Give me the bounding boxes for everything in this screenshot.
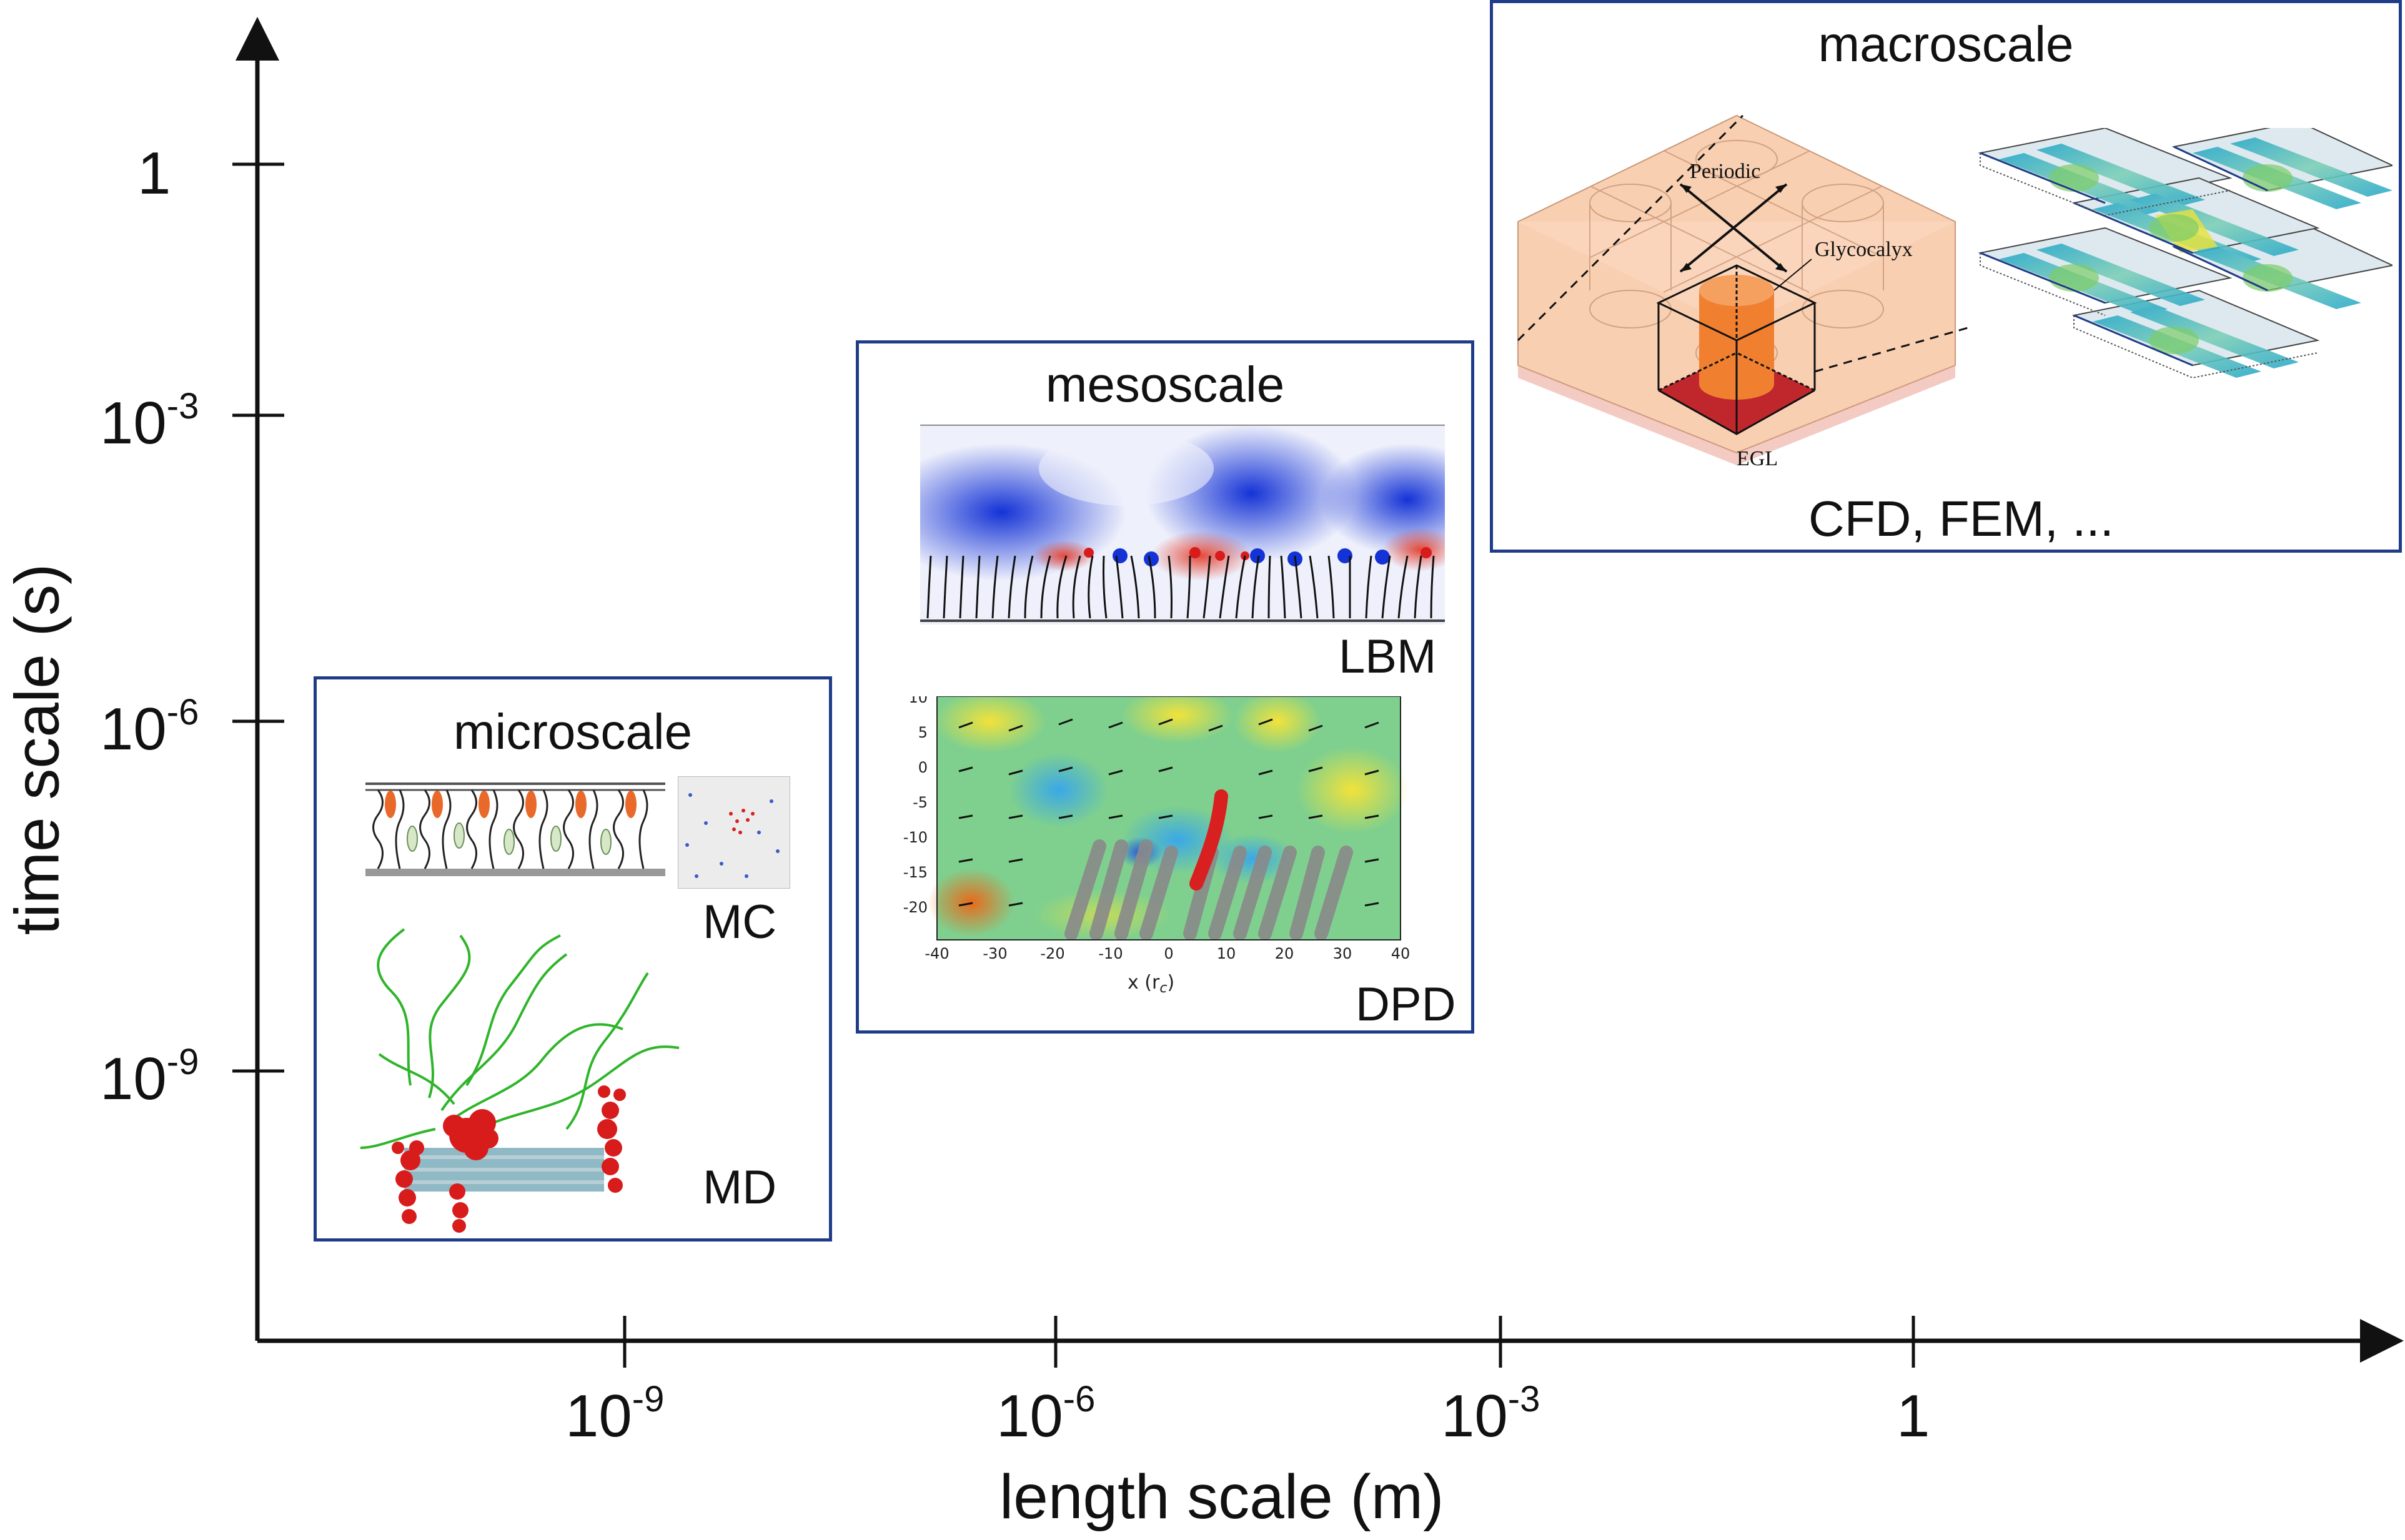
dpd-y-tick: 5 — [918, 724, 928, 741]
dpd-x-tick: 0 — [1164, 945, 1173, 962]
mesoscale-panel: mesoscale — [856, 340, 1474, 1034]
microscale-title: microscale — [453, 704, 693, 759]
macro-methods-label: CFD, FEM, ... — [1808, 491, 2114, 546]
periodic-annotation: Periodic — [1690, 160, 1760, 183]
y-tick-label-1e-6: 10-6 — [100, 692, 199, 763]
dpd-velocity-plot: 10 5 0 -5 -10 -15 -20 -40 -30 -20 -10 0 … — [903, 696, 1411, 996]
dpd-y-tick: -15 — [903, 864, 928, 881]
dpd-x-tick: 10 — [1217, 945, 1236, 962]
microscale-panel: microscale — [314, 676, 832, 1241]
dpd-y-tick: 0 — [918, 759, 928, 776]
y-axis-title: time scale (s) — [2, 563, 72, 935]
dpd-x-tick: -10 — [1098, 945, 1123, 962]
mesoscale-title: mesoscale — [1045, 357, 1285, 412]
lbm-flow-field — [920, 425, 1445, 624]
dpd-x-tick: 30 — [1333, 945, 1352, 962]
dpd-plot-area — [928, 696, 1409, 940]
dpd-x-tick: -30 — [983, 945, 1007, 962]
macroscale-title: macroscale — [1818, 16, 2074, 72]
dpd-x-tick: -20 — [1040, 945, 1064, 962]
dpd-x-axis-label: x (rc) — [1128, 972, 1174, 996]
membrane-schematic — [365, 782, 665, 876]
mc-label: MC — [703, 896, 777, 949]
md-simulation — [360, 928, 680, 1233]
dpd-y-tick: -20 — [903, 899, 928, 916]
fem-mesh-array — [1978, 128, 2393, 379]
x-tick-label-1: 1 — [1897, 1383, 1930, 1449]
y-tick-label-1e-3: 10-3 — [100, 386, 199, 457]
dpd-label: DPD — [1356, 978, 1456, 1031]
x-tick-label-1e-3: 10-3 — [1441, 1379, 1540, 1449]
periodic-cell-array: Periodic Glycocalyx EGL — [1517, 114, 1968, 470]
egl-annotation: EGL — [1737, 447, 1778, 470]
dpd-x-tick: 20 — [1275, 945, 1294, 962]
dpd-y-tick: -10 — [903, 829, 928, 846]
x-tick-label-1e-6: 10-6 — [996, 1379, 1096, 1449]
dpd-x-tick: 40 — [1391, 945, 1411, 962]
y-tick-label-1e-9: 10-9 — [100, 1042, 199, 1112]
macroscale-panel: macroscale — [1490, 0, 2402, 553]
x-axis-title: length scale (m) — [999, 1462, 1444, 1532]
glycocalyx-annotation: Glycocalyx — [1815, 238, 1913, 261]
x-tick-label-1e-9: 10-9 — [565, 1379, 665, 1449]
mc-particle-box — [678, 776, 790, 889]
lbm-label: LBM — [1339, 630, 1437, 683]
dpd-y-tick: 10 — [908, 696, 928, 706]
dpd-x-tick: -40 — [925, 945, 949, 962]
md-label: MD — [703, 1161, 777, 1214]
dpd-y-tick: -5 — [913, 794, 928, 811]
y-tick-label-1: 1 — [137, 140, 171, 207]
